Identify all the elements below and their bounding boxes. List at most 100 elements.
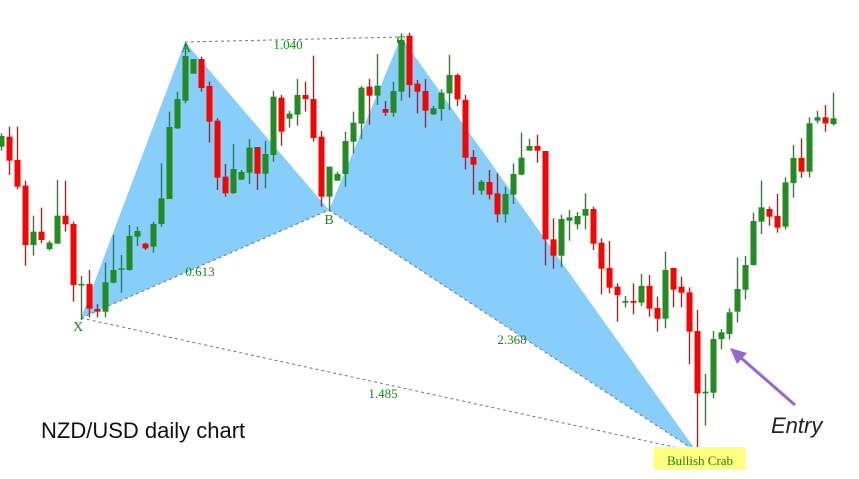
bullish-candle xyxy=(702,374,709,426)
candle-body xyxy=(390,91,397,113)
candle-body xyxy=(54,215,61,244)
point-label-b: B xyxy=(324,213,333,228)
candle-body xyxy=(230,169,237,193)
candle-body xyxy=(30,231,37,245)
candle-body xyxy=(342,141,349,174)
bullish-candle xyxy=(526,139,533,151)
bullish-candle xyxy=(726,308,733,340)
bearish-candle xyxy=(206,81,213,143)
bullish-candle xyxy=(782,177,789,230)
candle-body xyxy=(822,117,829,124)
bearish-candle xyxy=(630,283,637,315)
candle-body xyxy=(254,147,261,174)
candle-body xyxy=(510,174,517,195)
entry-arrow-shaft xyxy=(739,355,796,407)
pattern-triangle-bcd xyxy=(329,37,697,452)
candle-body xyxy=(486,182,493,195)
candle-body xyxy=(382,109,389,113)
bearish-candle xyxy=(494,173,501,223)
bullish-candle xyxy=(398,33,405,101)
bullish-candle xyxy=(246,139,253,184)
candle-body xyxy=(318,136,325,197)
candle-body xyxy=(110,270,117,283)
bearish-candle xyxy=(414,80,421,114)
bearish-candle xyxy=(646,275,653,317)
candle-body xyxy=(358,87,365,124)
bullish-candle xyxy=(230,144,237,194)
candle-body xyxy=(198,59,205,88)
bullish-candle xyxy=(0,133,5,151)
candle-body xyxy=(462,100,469,158)
candle-body xyxy=(174,99,181,129)
entry-label: Entry xyxy=(771,413,823,438)
candle-body xyxy=(182,56,189,101)
bearish-candle xyxy=(318,131,325,207)
bullish-candle xyxy=(78,276,85,320)
candle-body xyxy=(0,136,5,147)
bullish-candle xyxy=(374,54,381,105)
bearish-candle xyxy=(278,95,285,146)
candle-body xyxy=(502,194,509,215)
bullish-candle xyxy=(166,111,173,199)
candle-body xyxy=(414,83,421,92)
candle-body xyxy=(518,157,525,175)
candle-body xyxy=(646,286,653,309)
candle-body xyxy=(86,284,93,309)
bullish-candle xyxy=(126,225,133,271)
candle-body xyxy=(150,224,157,247)
bearish-candle xyxy=(302,81,309,112)
candle-body xyxy=(214,120,221,178)
candle-body xyxy=(190,59,197,74)
bearish-candle xyxy=(598,238,605,295)
bullish-candle xyxy=(182,43,189,104)
bullish-candle xyxy=(710,331,717,399)
bullish-candle xyxy=(734,257,741,323)
bullish-candle xyxy=(662,251,669,329)
bearish-candle xyxy=(606,241,613,294)
bullish-candle xyxy=(342,131,349,187)
bullish-candle xyxy=(118,255,125,293)
candle-body xyxy=(206,86,213,122)
bullish-candle xyxy=(790,145,797,198)
candle-body xyxy=(574,216,581,225)
candle-body xyxy=(694,331,701,394)
bullish-candle xyxy=(238,170,245,180)
bearish-candle xyxy=(254,147,261,190)
bearish-candle xyxy=(94,304,101,318)
bullish-candle xyxy=(190,59,197,74)
candle-body xyxy=(62,215,69,225)
candle-body xyxy=(238,172,245,180)
candle-body xyxy=(246,147,253,173)
candle-body xyxy=(726,312,733,334)
bullish-candle xyxy=(262,141,269,189)
bullish-candle xyxy=(558,215,565,268)
candle-body xyxy=(70,224,77,285)
bullish-candle xyxy=(270,91,277,162)
bullish-candle xyxy=(30,215,37,256)
bearish-candle xyxy=(14,126,21,190)
candle-body xyxy=(830,118,837,124)
candle-body xyxy=(366,86,373,96)
bullish-candle xyxy=(102,262,109,318)
candle-body xyxy=(638,286,645,303)
candle-body xyxy=(686,292,693,332)
bearish-candle xyxy=(686,287,693,365)
candle-body xyxy=(78,284,85,286)
ratio-label-bd: 2.368 xyxy=(497,332,526,347)
candle-body xyxy=(782,182,789,227)
bullish-candle xyxy=(478,180,485,195)
bullish-candle xyxy=(718,329,725,350)
candle-body xyxy=(758,207,765,222)
candle-body xyxy=(478,181,485,191)
candle-body xyxy=(598,242,605,269)
bearish-candle xyxy=(654,296,661,332)
point-label-c: C xyxy=(396,34,405,49)
candle-body xyxy=(334,174,341,181)
ratio-line-ac xyxy=(184,36,402,43)
candle-body xyxy=(470,157,477,165)
candle-body xyxy=(446,75,453,94)
candle-body xyxy=(550,239,557,256)
bullish-candle xyxy=(582,193,589,230)
candle-body xyxy=(326,166,333,197)
